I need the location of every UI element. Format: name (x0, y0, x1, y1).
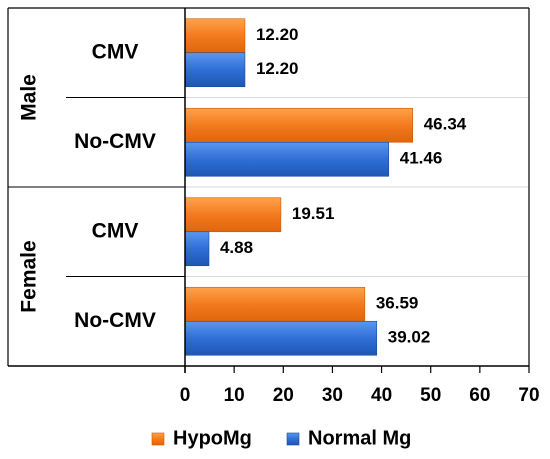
data-label: 39.02 (388, 328, 431, 347)
legend-swatch-hypomg (151, 432, 165, 446)
data-label: 46.34 (424, 115, 467, 134)
bar-normal-mg (184, 320, 378, 356)
legend-label-hypomg: HypoMg (173, 427, 252, 449)
x-tick-label: 40 (371, 385, 392, 406)
category-label: No-CMV (74, 309, 156, 332)
x-tick-label: 30 (322, 385, 343, 406)
bar-normal-mg (184, 141, 390, 177)
data-label: 12.20 (256, 25, 299, 44)
bar-hypomg (184, 286, 366, 322)
legend-swatch-normal-mg (286, 432, 300, 446)
bar-normal-mg (184, 231, 210, 267)
data-label: 41.46 (400, 149, 443, 168)
bar-hypomg (184, 18, 246, 54)
category-label: No-CMV (74, 130, 156, 153)
group-label-female: Female (18, 240, 41, 312)
category-label: CMV (92, 40, 139, 63)
x-tick-label: 70 (518, 385, 539, 406)
x-tick-label: 0 (180, 385, 191, 406)
data-label: 36.59 (376, 294, 419, 313)
bar-normal-mg (184, 52, 246, 88)
x-tick-label: 20 (273, 385, 294, 406)
category-label: CMV (92, 219, 139, 242)
bar-hypomg (184, 197, 282, 233)
legend-label-normal-mg: Normal Mg (308, 427, 411, 449)
bar-hypomg (184, 107, 414, 143)
data-label: 4.88 (220, 238, 253, 257)
data-label: 12.20 (256, 59, 299, 78)
x-tick-label: 60 (469, 385, 490, 406)
x-tick-label: 50 (420, 385, 441, 406)
x-tick-label: 10 (224, 385, 245, 406)
data-label: 19.51 (292, 204, 335, 223)
group-label-male: Male (18, 74, 41, 121)
